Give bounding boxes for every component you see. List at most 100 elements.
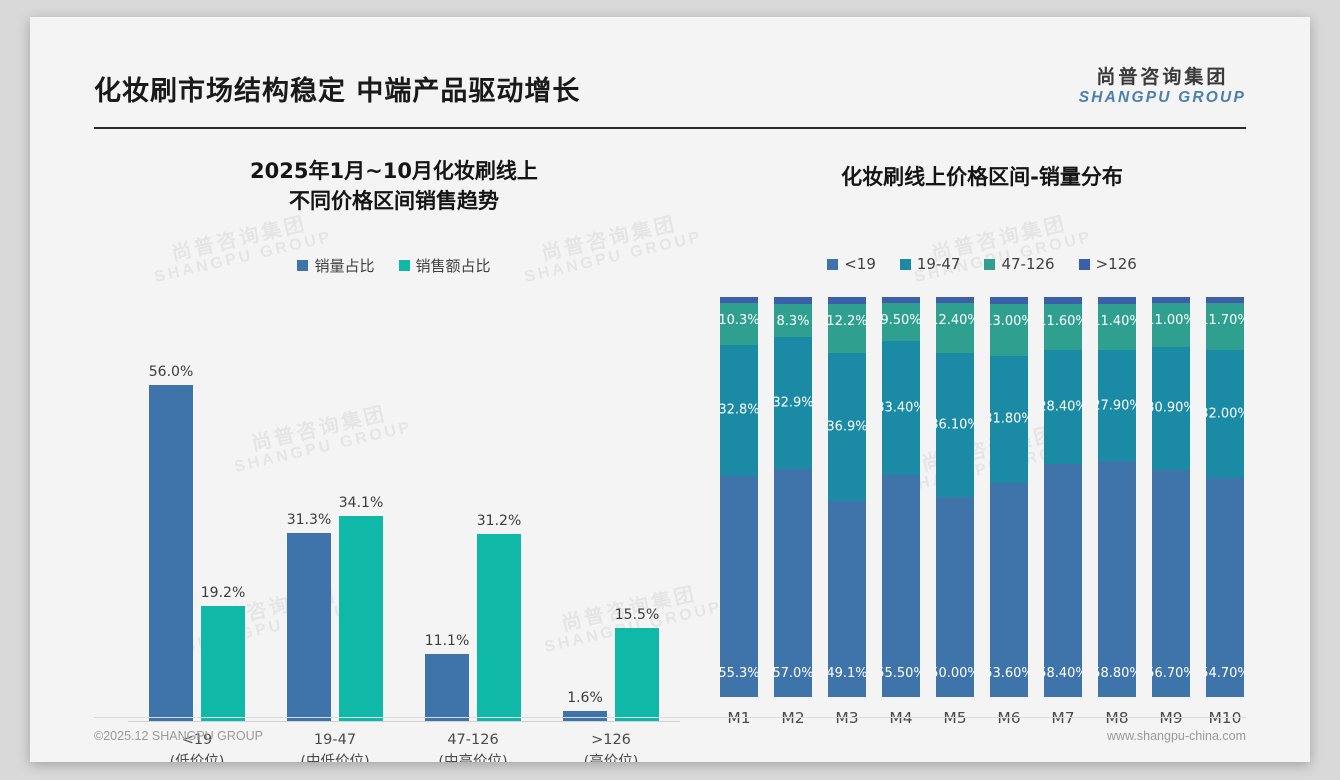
stack-segment-47-126[interactable]: 11.40%: [1098, 304, 1136, 350]
stack-segment-47-126[interactable]: 11.00%: [1152, 302, 1190, 347]
left-chart-plot: 56.0% 19.2% 31.3% 34.1%: [128, 297, 680, 762]
stack-segment-19-47[interactable]: 31.80%: [990, 355, 1028, 483]
legend-item-47-126[interactable]: 47-126: [984, 255, 1055, 273]
bar-column[interactable]: 31.2%: [477, 361, 521, 721]
stack-value-label: 36.9%: [828, 419, 866, 435]
stack-segment-gt126[interactable]: [828, 297, 866, 305]
stack-segment-lt19[interactable]: 58.40%: [1044, 463, 1082, 697]
bar-group: 1.6% 15.5%: [546, 361, 676, 721]
stack-segment-47-126[interactable]: 11.60%: [1044, 303, 1082, 351]
x-axis-tick: >126 (高价位): [546, 724, 676, 762]
stack-value-label: 11.00%: [1152, 312, 1190, 328]
stacked-bar[interactable]: 13.00% 31.80% 53.60%: [990, 297, 1028, 697]
stack-value-label: 11.60%: [1044, 313, 1082, 329]
stacked-bar[interactable]: 12.2% 36.9% 49.1%: [828, 297, 866, 697]
x-axis-tick: M2: [781, 709, 805, 727]
bar[interactable]: [477, 534, 521, 721]
bar[interactable]: [201, 606, 245, 721]
stacked-bar[interactable]: 11.40% 27.90% 58.80%: [1098, 297, 1136, 697]
legend-item-sales-volume[interactable]: 销量占比: [297, 255, 375, 276]
legend-item-sales-amount[interactable]: 销售额占比: [398, 255, 491, 276]
stack-segment-gt126[interactable]: [882, 297, 920, 304]
stack-segment-gt126[interactable]: [720, 297, 758, 304]
stack-segment-19-47[interactable]: 32.00%: [1206, 350, 1244, 479]
stack-segment-gt126[interactable]: [1152, 297, 1190, 303]
stack-value-label: 10.3%: [720, 313, 758, 329]
bar[interactable]: [425, 654, 469, 721]
stack-segment-19-47[interactable]: 27.90%: [1098, 349, 1136, 462]
stack-segment-19-47[interactable]: 36.10%: [936, 352, 974, 497]
stack-segment-lt19[interactable]: 55.50%: [882, 474, 920, 697]
bar[interactable]: [287, 533, 331, 721]
bar-group: 11.1% 31.2%: [408, 361, 538, 721]
legend-label: 销量占比: [314, 257, 375, 275]
stack-value-label: 57.0%: [774, 665, 812, 681]
footer-website[interactable]: www.shangpu-china.com: [1107, 729, 1246, 743]
x-axis-tick: <19 (低价位): [132, 724, 262, 762]
stack-segment-19-47[interactable]: 30.90%: [1152, 346, 1190, 471]
stacked-bar[interactable]: 8.3% 32.9% 57.0%: [774, 297, 812, 697]
stack-segment-lt19[interactable]: 57.0%: [774, 468, 812, 697]
left-chart-title-line2: 不同价格区间销售趋势: [289, 188, 499, 213]
bar-column[interactable]: 15.5%: [615, 361, 659, 721]
stacked-bar[interactable]: 11.00% 30.90% 56.70%: [1152, 297, 1190, 697]
bar-column[interactable]: 11.1%: [425, 361, 469, 721]
stack-segment-19-47[interactable]: 36.9%: [828, 352, 866, 501]
x-axis-tick: M8: [1105, 709, 1129, 727]
stacked-bar[interactable]: 10.3% 32.8% 55.3%: [720, 297, 758, 697]
legend-swatch-icon: [1078, 258, 1090, 270]
stack-segment-gt126[interactable]: [774, 297, 812, 305]
stacked-bar[interactable]: 11.60% 28.40% 58.40%: [1044, 297, 1082, 697]
stack-segment-gt126[interactable]: [936, 297, 974, 303]
bar-column[interactable]: 19.2%: [201, 361, 245, 721]
bar[interactable]: [615, 628, 659, 721]
stack-segment-19-47[interactable]: 32.8%: [720, 344, 758, 476]
legend-label: >126: [1095, 255, 1137, 273]
bar-value-label: 19.2%: [200, 585, 246, 601]
bar[interactable]: [563, 711, 607, 721]
stack-segment-47-126[interactable]: 11.70%: [1206, 303, 1244, 351]
stacked-bar[interactable]: 12.40% 36.10% 50.00%: [936, 297, 974, 697]
stack-segment-gt126[interactable]: [1206, 297, 1244, 304]
stack-segment-lt19[interactable]: 56.70%: [1152, 470, 1190, 697]
stack-segment-47-126[interactable]: 13.00%: [990, 303, 1028, 356]
legend-item-lt19[interactable]: <19: [827, 255, 876, 273]
x-axis-tick: M5: [943, 709, 967, 727]
stack-segment-gt126[interactable]: [990, 297, 1028, 304]
right-chart-legend: <19 19-47 47-126 >126: [702, 255, 1262, 273]
stack-segment-47-126[interactable]: 8.3%: [774, 304, 812, 338]
bar-column[interactable]: 1.6%: [563, 361, 607, 721]
bar-value-label: 11.1%: [424, 633, 470, 649]
stack-segment-lt19[interactable]: 53.60%: [990, 482, 1028, 697]
stack-segment-19-47[interactable]: 28.40%: [1044, 350, 1082, 464]
stack-segment-lt19[interactable]: 54.70%: [1206, 478, 1244, 697]
stack-segment-gt126[interactable]: [1044, 297, 1082, 304]
stack-segment-47-126[interactable]: 12.40%: [936, 303, 974, 353]
stack-value-label: 32.00%: [1206, 406, 1244, 422]
bar-group: 31.3% 34.1%: [270, 361, 400, 721]
bar[interactable]: [149, 385, 193, 721]
footer-divider: [94, 717, 1246, 718]
legend-label: <19: [844, 255, 876, 273]
stack-segment-lt19[interactable]: 58.80%: [1098, 461, 1136, 697]
stack-segment-gt126[interactable]: [1098, 297, 1136, 305]
stack-segment-lt19[interactable]: 50.00%: [936, 496, 974, 697]
stacked-bar[interactable]: 9.50% 33.40% 55.50%: [882, 297, 920, 697]
stack-segment-19-47[interactable]: 33.40%: [882, 341, 920, 475]
bar-column[interactable]: 34.1%: [339, 361, 383, 721]
stack-segment-lt19[interactable]: 55.3%: [720, 475, 758, 697]
legend-item-gt126[interactable]: >126: [1078, 255, 1137, 273]
stack-segment-19-47[interactable]: 32.9%: [774, 337, 812, 469]
legend-label: 销售额占比: [415, 257, 491, 275]
bar-column[interactable]: 56.0%: [149, 361, 193, 721]
stack-segment-lt19[interactable]: 49.1%: [828, 500, 866, 697]
stack-segment-47-126[interactable]: 10.3%: [720, 303, 758, 345]
bar-column[interactable]: 31.3%: [287, 361, 331, 721]
stacked-bar[interactable]: 11.70% 32.00% 54.70%: [1206, 297, 1244, 697]
bar[interactable]: [339, 516, 383, 721]
right-chart-plot: 10.3% 32.8% 55.3% 8.3% 32.9% 57.0%: [712, 297, 1252, 762]
legend-item-19-47[interactable]: 19-47: [899, 255, 960, 273]
stack-value-label: 32.9%: [774, 395, 812, 411]
stack-segment-47-126[interactable]: 9.50%: [882, 303, 920, 342]
stack-segment-47-126[interactable]: 12.2%: [828, 304, 866, 353]
